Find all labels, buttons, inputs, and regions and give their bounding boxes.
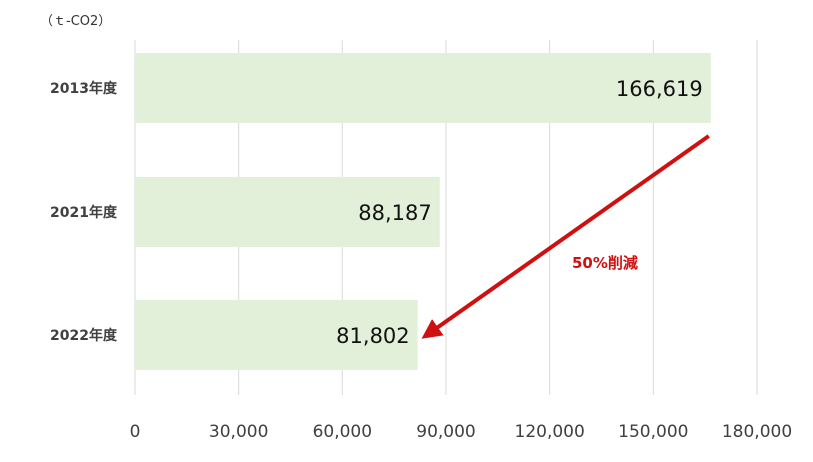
- data-label: 81,802: [336, 324, 409, 348]
- data-labels: 166,619 88,187 81,802: [336, 77, 703, 348]
- data-label: 88,187: [358, 201, 431, 225]
- x-tick-label: 180,000: [722, 422, 792, 442]
- x-tick-label: 60,000: [313, 422, 372, 442]
- category-labels: 2013年度 2021年度 2022年度: [50, 80, 118, 344]
- category-label: 2022年度: [50, 327, 118, 344]
- bar: [135, 53, 711, 123]
- x-tick-label: 150,000: [618, 422, 688, 442]
- data-label: 166,619: [616, 77, 703, 101]
- reduction-annotation: 50%削減: [572, 254, 638, 272]
- x-tick-label: 0: [130, 422, 141, 442]
- category-label: 2021年度: [50, 204, 118, 221]
- bars: [135, 53, 711, 370]
- x-axis-tick-labels: 0 30,000 60,000 90,000 120,000 150,000 180,000: [130, 422, 793, 442]
- bar: [135, 177, 440, 247]
- x-tick-label: 90,000: [416, 422, 475, 442]
- unit-label: （ｔ-CO2）: [40, 14, 111, 29]
- bar: [135, 300, 418, 370]
- x-tick-label: 30,000: [209, 422, 268, 442]
- category-label: 2013年度: [50, 80, 118, 97]
- reduction-arrow: [421, 134, 710, 339]
- x-tick-label: 120,000: [515, 422, 585, 442]
